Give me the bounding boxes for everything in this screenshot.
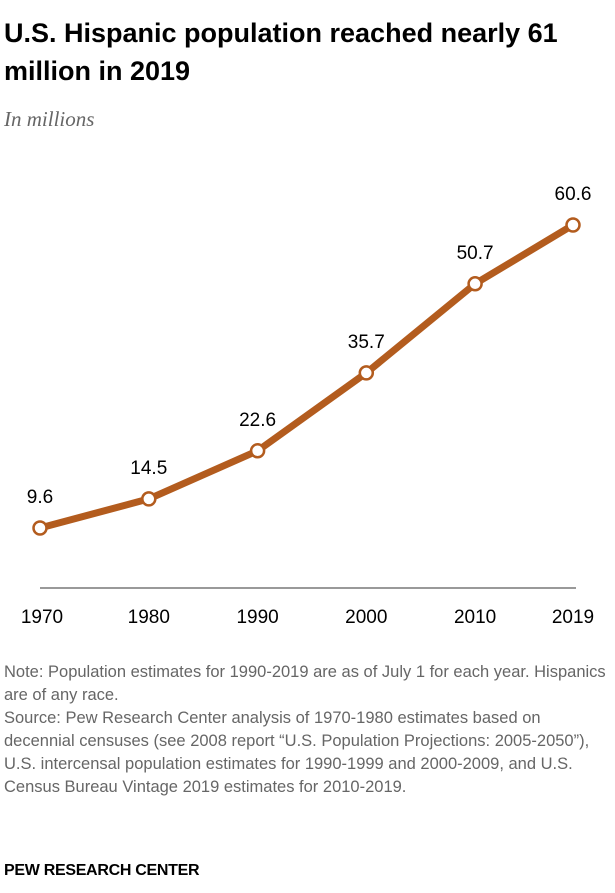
data-point-marker	[141, 491, 157, 507]
data-label: 60.6	[555, 184, 592, 205]
chart-title: U.S. Hispanic population reached nearly …	[4, 18, 558, 86]
x-tick-label: 1970	[21, 607, 63, 628]
data-point-marker	[32, 520, 48, 536]
x-tick-labels: 1970 1980 1990 2000 2010 2019	[21, 607, 594, 628]
data-label: 22.6	[239, 410, 276, 431]
data-label: 9.6	[27, 487, 53, 508]
note-text: Note: Population estimates for 1990-2019…	[4, 663, 606, 704]
x-tick-label: 1980	[128, 607, 170, 628]
data-label: 35.7	[348, 332, 385, 353]
series-layer: 9.6 14.5 22.6 35.7 50.7 60.6	[27, 184, 592, 536]
line-chart: 9.6 14.5 22.6 35.7 50.7 60.6 1970 1980 1990 2000…	[21, 184, 594, 628]
x-tick-label: 2010	[454, 607, 496, 628]
data-point-marker	[565, 217, 581, 233]
series-line	[36, 221, 577, 532]
data-label: 14.5	[130, 458, 167, 479]
publisher-logo-text: PEW RESEARCH CENTER	[4, 862, 200, 879]
data-point-marker	[467, 276, 483, 292]
source-text: Source: Pew Research Center analysis of …	[4, 709, 590, 796]
footnote: Note: Population estimates for 1990-2019…	[4, 661, 610, 799]
x-tick-label: 2019	[552, 607, 594, 628]
data-point-marker	[358, 365, 375, 381]
x-tick-label: 2000	[345, 607, 387, 628]
data-point-marker	[249, 443, 266, 459]
x-tick-label: 1990	[236, 607, 278, 628]
data-label: 50.7	[457, 243, 494, 264]
chart-subtitle: In millions	[4, 107, 95, 131]
